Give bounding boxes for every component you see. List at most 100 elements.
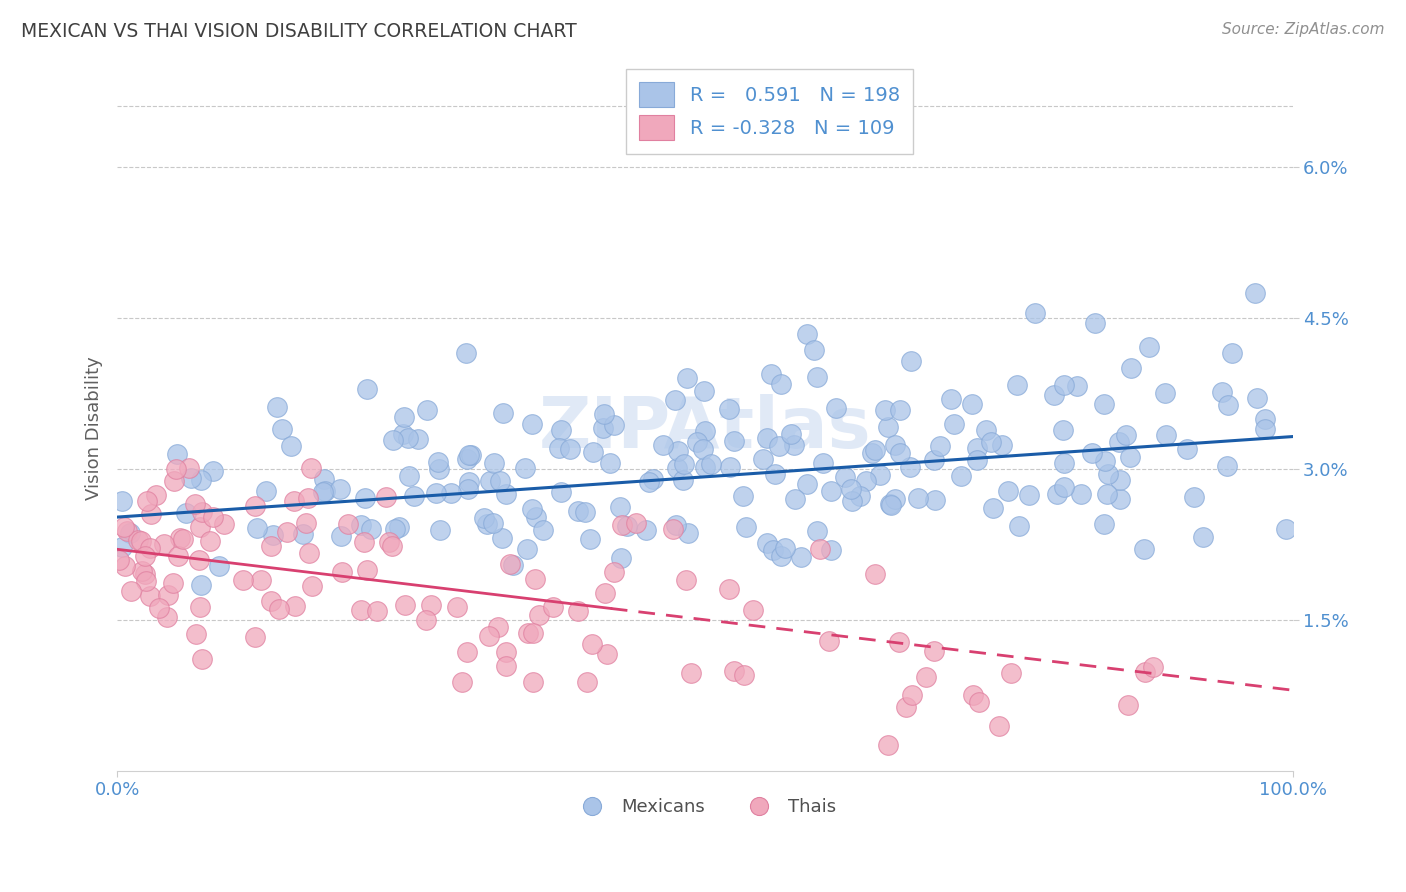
- Point: [382, 434, 405, 448]
- Point: [869, 468, 891, 483]
- Point: [796, 326, 818, 341]
- Point: [406, 433, 429, 447]
- Point: [208, 558, 231, 573]
- Point: [759, 368, 782, 382]
- Point: [773, 541, 796, 555]
- Point: [769, 377, 792, 392]
- Point: [676, 526, 699, 541]
- Point: [314, 472, 336, 486]
- Point: [675, 574, 697, 588]
- Point: [478, 629, 501, 643]
- Point: [1216, 458, 1239, 473]
- Point: [567, 504, 589, 518]
- Point: [267, 602, 290, 616]
- Point: [1135, 665, 1157, 679]
- Point: [366, 604, 388, 618]
- Point: [456, 645, 478, 659]
- Point: [768, 439, 790, 453]
- Point: [733, 489, 755, 503]
- Point: [575, 675, 598, 690]
- Point: [301, 579, 323, 593]
- Point: [486, 619, 509, 633]
- Point: [520, 417, 543, 431]
- Point: [718, 402, 741, 417]
- Point: [450, 675, 472, 690]
- Point: [188, 520, 211, 534]
- Point: [446, 600, 468, 615]
- Point: [136, 494, 159, 508]
- Point: [356, 563, 378, 577]
- Point: [1121, 360, 1143, 375]
- Point: [880, 498, 903, 512]
- Point: [567, 604, 589, 618]
- Text: MEXICAN VS THAI VISION DISABILITY CORRELATION CHART: MEXICAN VS THAI VISION DISABILITY CORREL…: [21, 22, 576, 41]
- Point: [531, 524, 554, 538]
- Point: [924, 493, 946, 508]
- Point: [1154, 386, 1177, 401]
- Point: [592, 407, 614, 421]
- Point: [818, 633, 841, 648]
- Point: [950, 469, 973, 483]
- Point: [1046, 487, 1069, 501]
- Point: [429, 523, 451, 537]
- Point: [1108, 434, 1130, 449]
- Point: [374, 491, 396, 505]
- Point: [482, 516, 505, 530]
- Point: [841, 493, 863, 508]
- Point: [108, 553, 131, 567]
- Point: [1007, 377, 1029, 392]
- Point: [848, 489, 870, 503]
- Point: [693, 424, 716, 438]
- Point: [1192, 530, 1215, 544]
- Point: [1097, 487, 1119, 501]
- Point: [492, 406, 515, 420]
- Point: [280, 439, 302, 453]
- Point: [283, 493, 305, 508]
- Point: [756, 536, 779, 550]
- Point: [458, 448, 481, 462]
- Point: [478, 474, 501, 488]
- Point: [876, 420, 898, 434]
- Point: [997, 483, 1019, 498]
- Point: [271, 422, 294, 436]
- Point: [250, 573, 273, 587]
- Point: [174, 506, 197, 520]
- Point: [515, 461, 537, 475]
- Point: [243, 630, 266, 644]
- Point: [392, 426, 415, 441]
- Point: [169, 531, 191, 545]
- Point: [360, 522, 382, 536]
- Point: [460, 448, 482, 462]
- Point: [820, 543, 842, 558]
- Point: [246, 520, 269, 534]
- Point: [666, 461, 689, 475]
- Point: [527, 608, 550, 623]
- Point: [190, 505, 212, 519]
- Point: [1182, 491, 1205, 505]
- Point: [266, 400, 288, 414]
- Point: [894, 699, 917, 714]
- Legend: Mexicans, Thais: Mexicans, Thais: [567, 791, 844, 823]
- Point: [329, 483, 352, 497]
- Point: [969, 695, 991, 709]
- Point: [139, 589, 162, 603]
- Point: [811, 457, 834, 471]
- Point: [165, 462, 187, 476]
- Point: [172, 532, 194, 546]
- Point: [548, 441, 571, 455]
- Point: [516, 541, 538, 556]
- Point: [661, 521, 683, 535]
- Point: [574, 505, 596, 519]
- Point: [298, 546, 321, 560]
- Point: [889, 634, 911, 648]
- Point: [292, 527, 315, 541]
- Point: [990, 438, 1012, 452]
- Point: [599, 456, 621, 470]
- Point: [1053, 456, 1076, 470]
- Point: [582, 445, 605, 459]
- Point: [187, 553, 209, 567]
- Point: [392, 409, 415, 424]
- Text: Source: ZipAtlas.com: Source: ZipAtlas.com: [1222, 22, 1385, 37]
- Point: [626, 516, 648, 531]
- Point: [884, 438, 907, 452]
